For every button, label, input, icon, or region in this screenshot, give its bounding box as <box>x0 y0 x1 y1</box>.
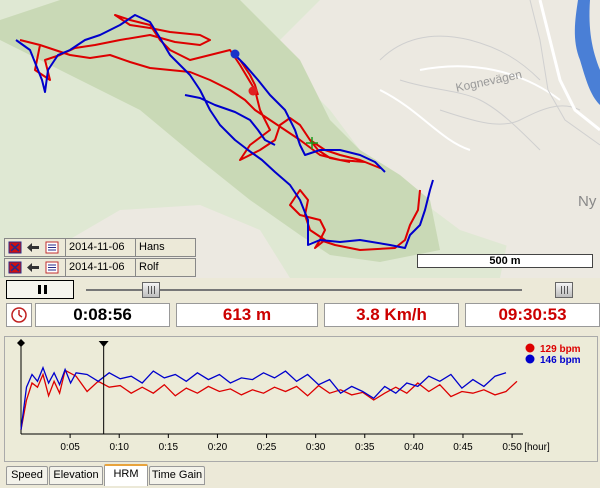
list-icon[interactable] <box>45 241 59 254</box>
playback-slider-track[interactable] <box>86 289 522 291</box>
scale-bar: 500 m <box>417 254 593 268</box>
legend-marker-1 <box>525 343 535 353</box>
tab-hrm[interactable]: HRM <box>104 464 148 486</box>
speed-value: 3.8 Km/h <box>324 303 459 327</box>
legend-label-2: 146 bpm <box>540 355 581 366</box>
x-tick-label: 0:50 <box>502 442 522 453</box>
runner-date: 2014-11-06 <box>65 259 135 276</box>
x-tick-label: 0:15 <box>159 442 179 453</box>
runner-date: 2014-11-06 <box>65 239 135 256</box>
list-icon[interactable] <box>45 261 59 274</box>
arrow-left-icon[interactable] <box>26 261 40 274</box>
x-tick-label: 0:35 <box>355 442 375 453</box>
playback-slider-thumb[interactable] <box>142 282 161 298</box>
x-tick-label: 0:25 <box>257 442 277 453</box>
clock-time: 09:30:53 <box>465 303 600 327</box>
hrm-chart[interactable]: 0:05 0:10 0:15 0:20 0:25 0:30 0:35 0:40 0:45 0:50… <box>5 337 597 461</box>
time-cursor-marker <box>98 341 109 347</box>
arrow-left-icon[interactable] <box>26 241 40 254</box>
place-label: Ny <box>578 193 597 210</box>
legend-label-1: 129 bpm <box>540 344 581 355</box>
x-axis-label: [hour] <box>524 442 550 453</box>
clock-icon <box>11 307 27 323</box>
tab-time-gain[interactable]: Time Gain <box>149 466 205 485</box>
runner-row-hans[interactable]: 2014-11-06 Hans <box>4 238 196 257</box>
x-tick-label: 0:40 <box>404 442 424 453</box>
tab-elevation[interactable]: Elevation <box>49 466 103 485</box>
x-tick-label: 0:05 <box>60 442 80 453</box>
crosshair-icon <box>306 137 318 149</box>
pause-button[interactable] <box>6 280 74 299</box>
x-tick-label: 0:45 <box>453 442 473 453</box>
x-tick-label: 0:20 <box>208 442 228 453</box>
hrm-chart-panel[interactable]: 0:05 0:10 0:15 0:20 0:25 0:30 0:35 0:40 0:45 0:50… <box>4 336 598 462</box>
speed-slider-thumb[interactable] <box>555 282 573 298</box>
runner-name: Hans <box>135 239 195 256</box>
distance-value: 613 m <box>176 303 318 327</box>
red-runner-marker[interactable] <box>248 86 258 96</box>
red-flag-icon[interactable] <box>8 261 22 274</box>
series-line-1 <box>20 369 518 430</box>
red-flag-icon[interactable] <box>8 241 22 254</box>
tab-speed[interactable]: Speed <box>6 466 48 485</box>
runner-row-rolf[interactable]: 2014-11-06 Rolf <box>4 258 196 277</box>
blue-runner-marker[interactable] <box>230 49 240 59</box>
x-tick-label: 0:30 <box>306 442 326 453</box>
y-axis-marker <box>17 339 25 347</box>
map-canvas <box>0 0 600 278</box>
x-tick-label: 0:10 <box>109 442 129 453</box>
runner-name: Rolf <box>135 259 195 276</box>
timer-button[interactable] <box>6 303 32 327</box>
elapsed-time: 0:08:56 <box>35 303 170 327</box>
legend-marker-2 <box>525 354 535 364</box>
map-view[interactable]: Kognevägen Ny 500 m <box>0 0 600 278</box>
series-line-2 <box>20 365 507 430</box>
